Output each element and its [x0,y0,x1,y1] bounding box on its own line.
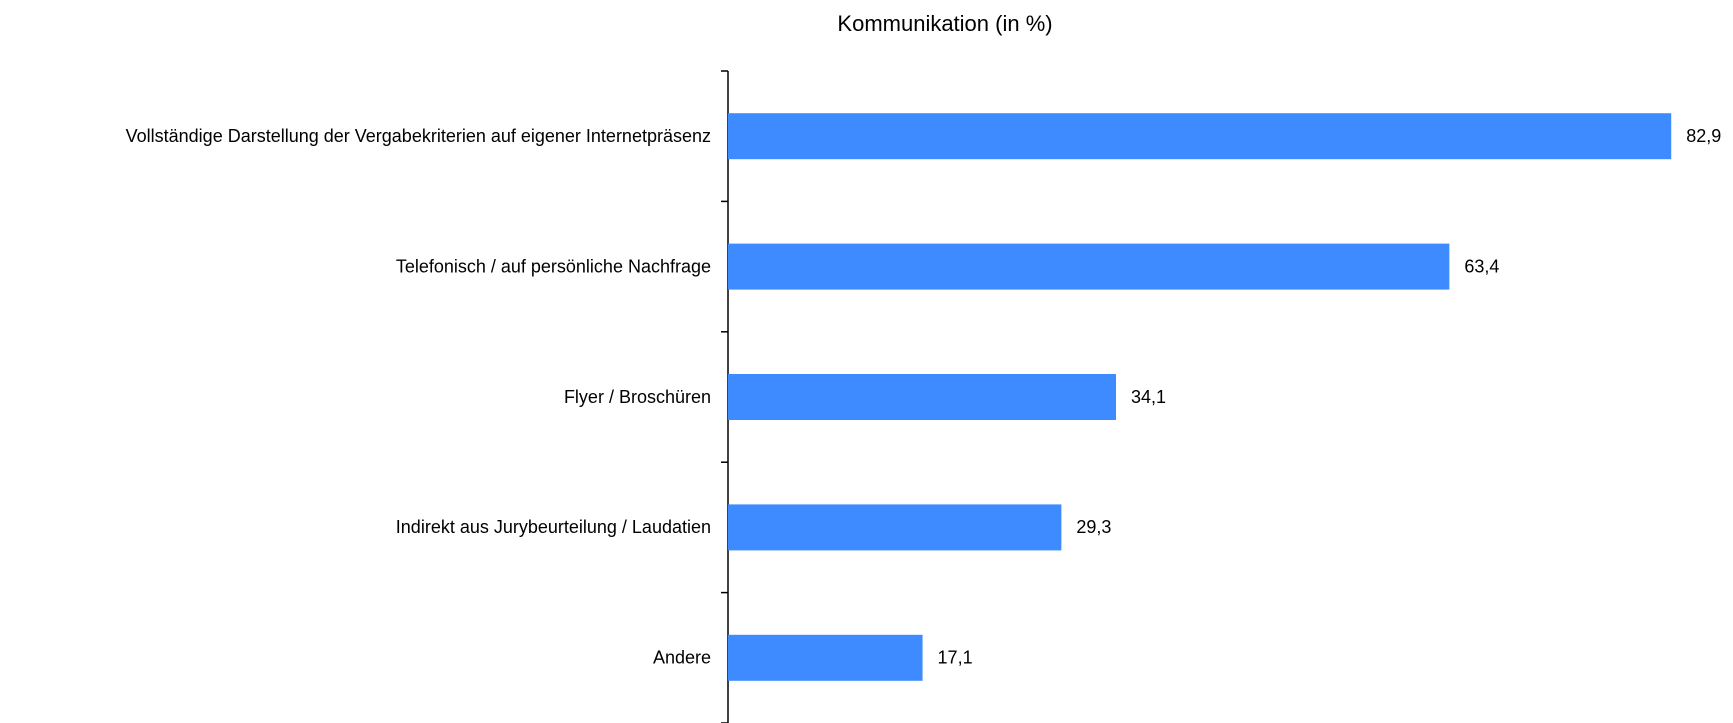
bar [728,634,923,681]
category-label: Flyer / Broschüren [564,387,711,407]
bar [728,113,1672,160]
value-label: 34,1 [1131,387,1166,407]
bar [728,504,1062,551]
chart-title: Kommunikation (in %) [837,11,1052,36]
bar [728,374,1116,420]
value-label: 63,4 [1464,256,1499,276]
category-label: Vollständige Darstellung der Vergabekrit… [126,126,711,146]
category-label: Telefonisch / auf persönliche Nachfrage [396,256,711,276]
value-label: 82,9 [1686,126,1721,146]
bar [728,243,1450,290]
category-label: Andere [653,648,711,668]
value-label: 29,3 [1076,517,1111,537]
category-label: Indirekt aus Jurybeurteilung / Laudatien [396,517,711,537]
value-label: 17,1 [938,648,973,668]
